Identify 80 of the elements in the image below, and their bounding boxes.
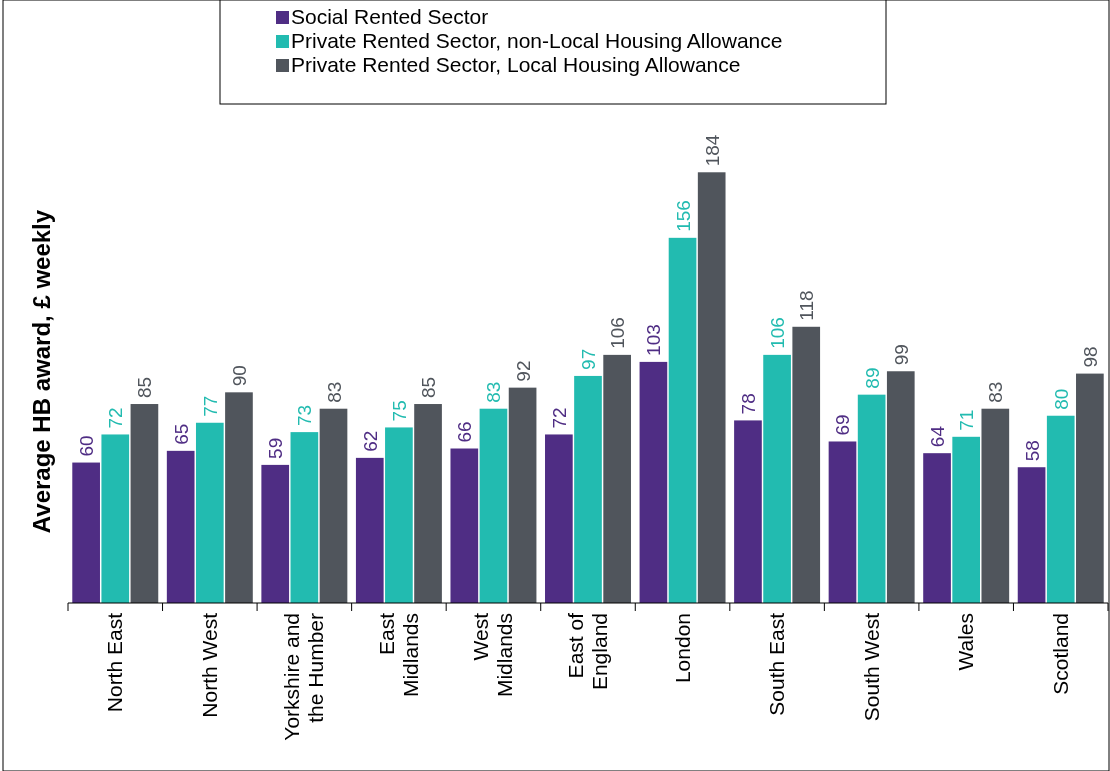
- bar: [923, 453, 951, 603]
- bar: [734, 420, 762, 603]
- data-label: 83: [985, 381, 1007, 403]
- bar: [508, 387, 537, 603]
- x-tick-label: Scotland: [1048, 613, 1072, 695]
- bar: [857, 394, 886, 603]
- data-label: 103: [643, 324, 665, 356]
- bar: [355, 457, 384, 603]
- bar: [72, 462, 100, 603]
- y-axis-title: Average HB award, £ weekly: [28, 209, 55, 534]
- data-label: 106: [767, 317, 789, 349]
- bar: [290, 432, 319, 603]
- x-tick-label: Yorkshire and the Humber: [280, 613, 328, 741]
- data-label: 75: [388, 400, 410, 422]
- data-label: 106: [607, 317, 629, 349]
- data-label: 83: [323, 381, 345, 403]
- x-tick-label: East of England: [564, 612, 611, 691]
- data-label: 80: [1050, 388, 1072, 410]
- data-label: 72: [105, 407, 127, 429]
- bar: [574, 375, 602, 603]
- x-tick-label: Wales: [954, 613, 978, 671]
- data-label: 77: [199, 395, 221, 417]
- data-label: 78: [737, 393, 759, 415]
- data-label: 72: [548, 407, 570, 429]
- x-tick-label: South East: [765, 612, 789, 716]
- bar: [225, 392, 253, 603]
- data-label: 83: [483, 381, 505, 403]
- data-label: 184: [701, 134, 723, 167]
- data-label: 62: [359, 430, 381, 452]
- bar: [319, 408, 348, 603]
- legend-label: Social Rented Sector: [291, 5, 489, 28]
- bar: [130, 404, 159, 603]
- data-label: 71: [956, 409, 978, 431]
- data-label: 98: [1079, 346, 1101, 368]
- data-label: 85: [134, 376, 156, 399]
- data-label: 73: [294, 404, 316, 427]
- data-label: 90: [228, 365, 250, 387]
- bar: [1017, 467, 1046, 603]
- data-label: 60: [76, 435, 98, 457]
- bar: [195, 422, 224, 603]
- x-tick-label: North East: [103, 612, 127, 713]
- data-label: 89: [861, 367, 883, 389]
- data-label: 66: [454, 421, 476, 443]
- data-label: 64: [927, 425, 949, 448]
- bar: [668, 237, 697, 603]
- bar: [981, 408, 1010, 603]
- x-tick-label: North West: [197, 612, 221, 718]
- legend-label: Private Rented Sector, non-Local Housing Allowance: [291, 29, 783, 52]
- bar: [166, 450, 195, 603]
- data-label: 58: [1021, 440, 1043, 462]
- x-tick-label: London: [670, 613, 694, 684]
- bar: [639, 361, 668, 603]
- bar: [886, 371, 915, 603]
- bar: [763, 354, 791, 603]
- bar: [261, 464, 290, 603]
- bar: [828, 441, 857, 603]
- x-tick-label: South West: [859, 612, 883, 722]
- data-label: 85: [418, 376, 440, 399]
- data-label: 99: [890, 344, 912, 366]
- bar: [479, 408, 508, 603]
- bar: [1046, 415, 1075, 603]
- bar: [1076, 373, 1104, 603]
- legend-label: Private Rented Sector, Local Housing Allowance: [291, 53, 741, 76]
- data-label: 118: [796, 290, 818, 321]
- bar: [101, 434, 130, 603]
- bar: [697, 172, 726, 603]
- x-tick-label: West Midlands: [469, 612, 517, 698]
- bar: [603, 354, 631, 603]
- bar: [545, 434, 573, 603]
- data-label: 69: [832, 414, 854, 436]
- data-label: 156: [672, 200, 694, 232]
- bar: [952, 436, 981, 603]
- bar: [450, 448, 479, 603]
- data-label: 59: [265, 437, 287, 459]
- bar: [414, 404, 442, 603]
- bar: [385, 427, 413, 603]
- bar: [792, 326, 821, 603]
- data-label: 92: [512, 360, 534, 382]
- data-label: 65: [170, 423, 192, 445]
- data-label: 97: [578, 348, 599, 370]
